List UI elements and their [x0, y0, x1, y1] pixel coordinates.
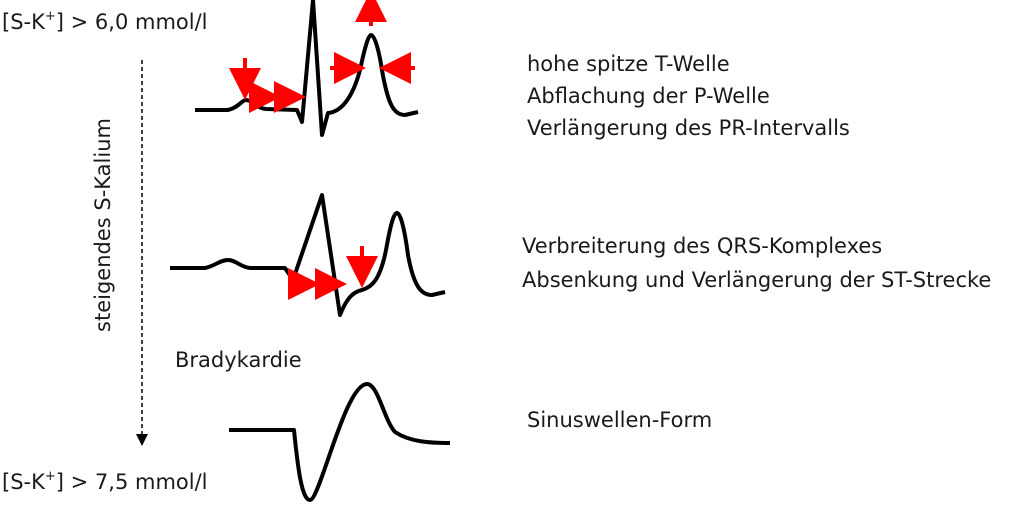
ecg-trace-stage3 [229, 382, 451, 502]
stage2-text-1: Verbreiterung des QRS-Komplexes [522, 234, 883, 258]
stage1-text-2: Abflachung der P-Welle [527, 84, 770, 108]
bradykardie-label: Bradykardie [175, 348, 302, 372]
stage1-text-3: Verlängerung des PR-Intervalls [527, 116, 850, 140]
ecg-trace-stage1 [195, 0, 419, 137]
stage3-text-1: Sinuswellen-Form [527, 408, 713, 432]
stage1-text-1: hohe spitze T-Welle [527, 52, 730, 76]
top-potassium-label: [S-K+] > 6,0 mmol/l [2, 9, 208, 34]
bottom-potassium-label: [S-K+] > 7,5 mmol/l [2, 469, 208, 494]
stage2-text-2: Absenkung und Verlängerung der ST-Streck… [522, 268, 992, 292]
ecg-trace-stage2 [170, 193, 446, 317]
